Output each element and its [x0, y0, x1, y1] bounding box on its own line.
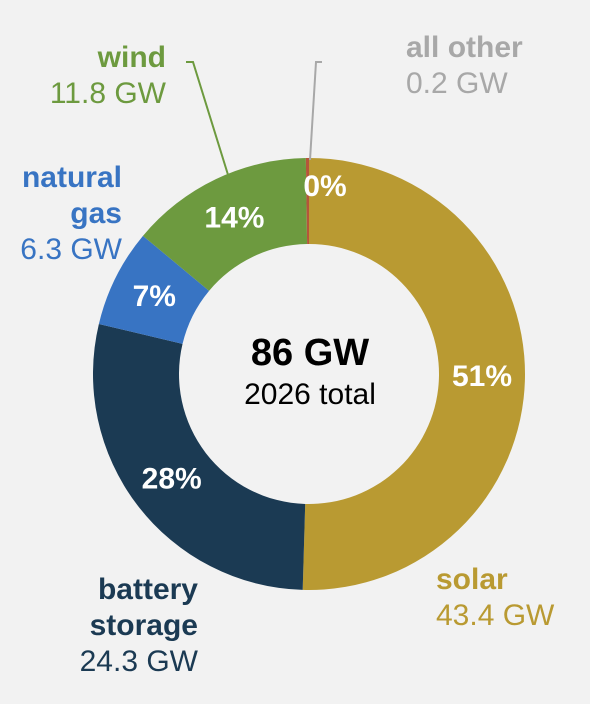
- slice-natural-gas: [98, 235, 210, 344]
- slice-solar: [302, 158, 525, 590]
- pct-label-battery-storage: 28%: [142, 463, 202, 496]
- label-natural-gas-value: 6.3 GW: [20, 233, 122, 266]
- label-all-other: all other 0.2 GW: [406, 30, 523, 102]
- label-all-other-value: 0.2 GW: [406, 67, 508, 100]
- label-battery-name-line1: battery: [97, 573, 198, 606]
- label-wind-name: wind: [97, 41, 166, 74]
- pct-label-all-other: 0%: [303, 170, 346, 203]
- label-natural-gas: natural gas 6.3 GW: [20, 160, 122, 268]
- label-natural-gas-name-line1: natural: [21, 161, 122, 194]
- label-solar-value: 43.4 GW: [436, 599, 555, 632]
- all-other-leader-line: [309, 61, 322, 161]
- center-total-caption: 2026 total: [244, 378, 376, 411]
- label-natural-gas-name-line2: gas: [70, 197, 122, 230]
- center-total-value: 86 GW: [250, 332, 370, 374]
- pct-label-wind: 14%: [204, 201, 264, 234]
- label-all-other-name: all other: [406, 31, 523, 64]
- label-battery-name-line2: storage: [89, 609, 198, 642]
- percent-labels: 51% 28% 7% 14% 0%: [133, 170, 512, 496]
- pct-label-natural-gas: 7%: [133, 280, 176, 313]
- label-battery-storage: battery storage 24.3 GW: [80, 572, 198, 680]
- slice-battery-storage: [92, 323, 306, 590]
- slice-wind: [142, 158, 308, 291]
- pct-label-solar: 51%: [452, 360, 512, 393]
- wind-leader-line: [186, 61, 230, 179]
- label-solar: solar 43.4 GW: [436, 562, 554, 634]
- label-solar-name: solar: [436, 563, 508, 596]
- label-wind: wind 11.8 GW: [50, 40, 166, 112]
- label-battery-value: 24.3 GW: [79, 645, 198, 678]
- label-wind-value: 11.8 GW: [49, 77, 166, 110]
- slice-all-other: [305, 158, 309, 245]
- donut-slices: [92, 158, 525, 590]
